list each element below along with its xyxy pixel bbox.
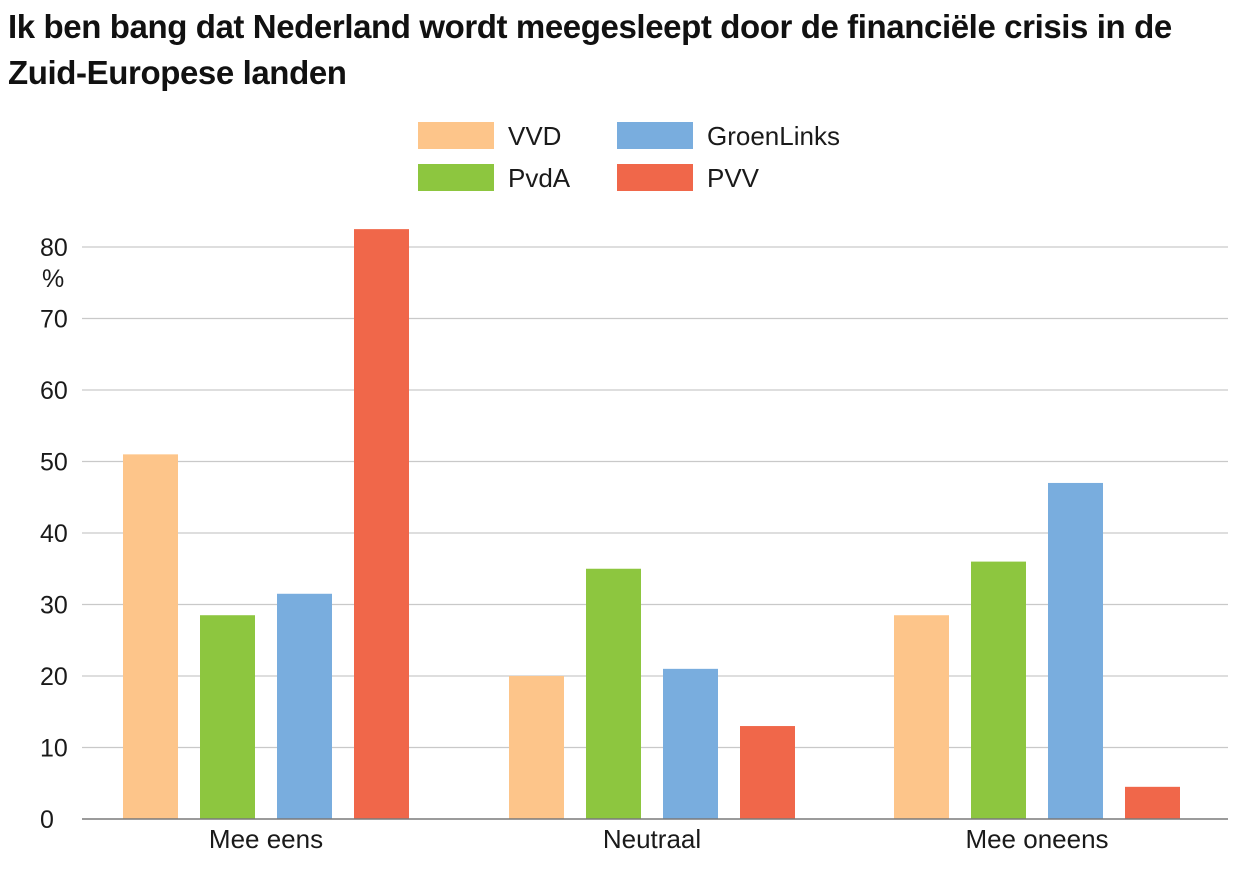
y-unit-label: %: [42, 265, 64, 293]
bar-pvda-mee-oneens: [971, 561, 1026, 819]
x-axis: Mee eens Neutraal Mee oneens: [82, 818, 1228, 854]
legend-label-groenlinks: GroenLinks: [707, 121, 840, 151]
bar-groenlinks-neutraal: [663, 668, 718, 819]
x-category-label: Mee oneens: [965, 824, 1108, 854]
y-tick-label: 10: [40, 735, 68, 763]
y-tick-label: 60: [40, 377, 68, 405]
legend: VVD PvdA GroenLinks PVV: [418, 121, 840, 193]
y-tick-label: 70: [40, 306, 68, 334]
legend-label-pvv: PVV: [707, 163, 760, 193]
x-category-label: Mee eens: [209, 824, 323, 854]
bar-groenlinks-mee-eens: [277, 593, 332, 819]
legend-swatch-pvv: [617, 164, 693, 191]
y-tick-label: 30: [40, 592, 68, 620]
y-tick-label: 0: [40, 806, 54, 834]
bar-vvd-neutraal: [509, 676, 564, 819]
chart-title: Ik ben bang dat Nederland wordt meegesle…: [8, 8, 1172, 91]
bars: [123, 229, 1180, 819]
bar-vvd-mee-oneens: [894, 615, 949, 819]
bar-pvv-mee-oneens: [1125, 786, 1180, 819]
legend-swatch-pvda: [418, 164, 494, 191]
y-tick-label: 80: [40, 234, 68, 262]
bar-pvda-neutraal: [586, 568, 641, 819]
y-tick-label: 20: [40, 663, 68, 691]
bar-pvv-neutraal: [740, 726, 795, 819]
legend-swatch-groenlinks: [617, 122, 693, 149]
y-tick-label: 40: [40, 520, 68, 548]
legend-label-pvda: PvdA: [508, 163, 571, 193]
y-axis: 0 10 20 30 40 50 60 70 80%: [40, 234, 68, 834]
bar-pvda-mee-eens: [200, 615, 255, 819]
bar-pvv-mee-eens: [354, 229, 409, 819]
legend-swatch-vvd: [418, 122, 494, 149]
y-tick-label: 50: [40, 449, 68, 477]
legend-label-vvd: VVD: [508, 121, 561, 151]
bar-groenlinks-mee-oneens: [1048, 482, 1103, 819]
x-category-label: Neutraal: [603, 824, 701, 854]
gridlines: [82, 246, 1228, 749]
bar-vvd-mee-eens: [123, 454, 178, 819]
